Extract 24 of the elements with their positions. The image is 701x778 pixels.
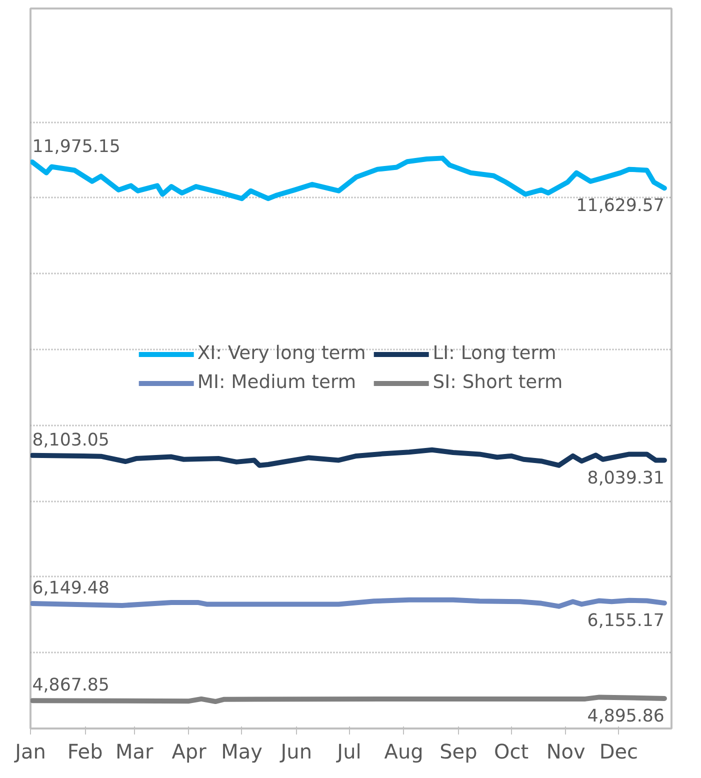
x-tick-label: Jan bbox=[13, 740, 46, 764]
x-tick-label: Nov bbox=[546, 740, 586, 764]
data-label: 6,155.17 bbox=[587, 611, 664, 632]
x-tick-label: Jun bbox=[278, 740, 312, 764]
legend-label: XI: Very long term bbox=[197, 343, 366, 364]
data-label: 11,629.57 bbox=[576, 196, 664, 216]
x-tick-label: Dec bbox=[599, 740, 638, 764]
x-tick-label: Oct bbox=[494, 740, 529, 764]
x-tick-label: Aug bbox=[384, 740, 424, 764]
x-tick-label: Sep bbox=[440, 740, 478, 764]
data-label: 4,867.85 bbox=[32, 676, 110, 696]
legend-label: SI: Short term bbox=[432, 372, 563, 393]
data-label: 8,039.31 bbox=[587, 468, 664, 488]
x-tick-label: May bbox=[221, 740, 263, 764]
data-label: 11,975.15 bbox=[32, 136, 120, 157]
legend-label: LI: Long term bbox=[432, 343, 556, 364]
x-tick-label: Apr bbox=[172, 740, 208, 764]
data-label: 6,149.48 bbox=[32, 578, 110, 598]
data-label: 4,895.86 bbox=[587, 706, 664, 726]
x-tick-label: Mar bbox=[116, 740, 154, 764]
legend-label: MI: Medium term bbox=[197, 372, 356, 393]
x-tick-label: Jul bbox=[335, 740, 362, 764]
x-tick-label: Feb bbox=[67, 740, 103, 764]
data-label: 8,103.05 bbox=[32, 430, 110, 450]
